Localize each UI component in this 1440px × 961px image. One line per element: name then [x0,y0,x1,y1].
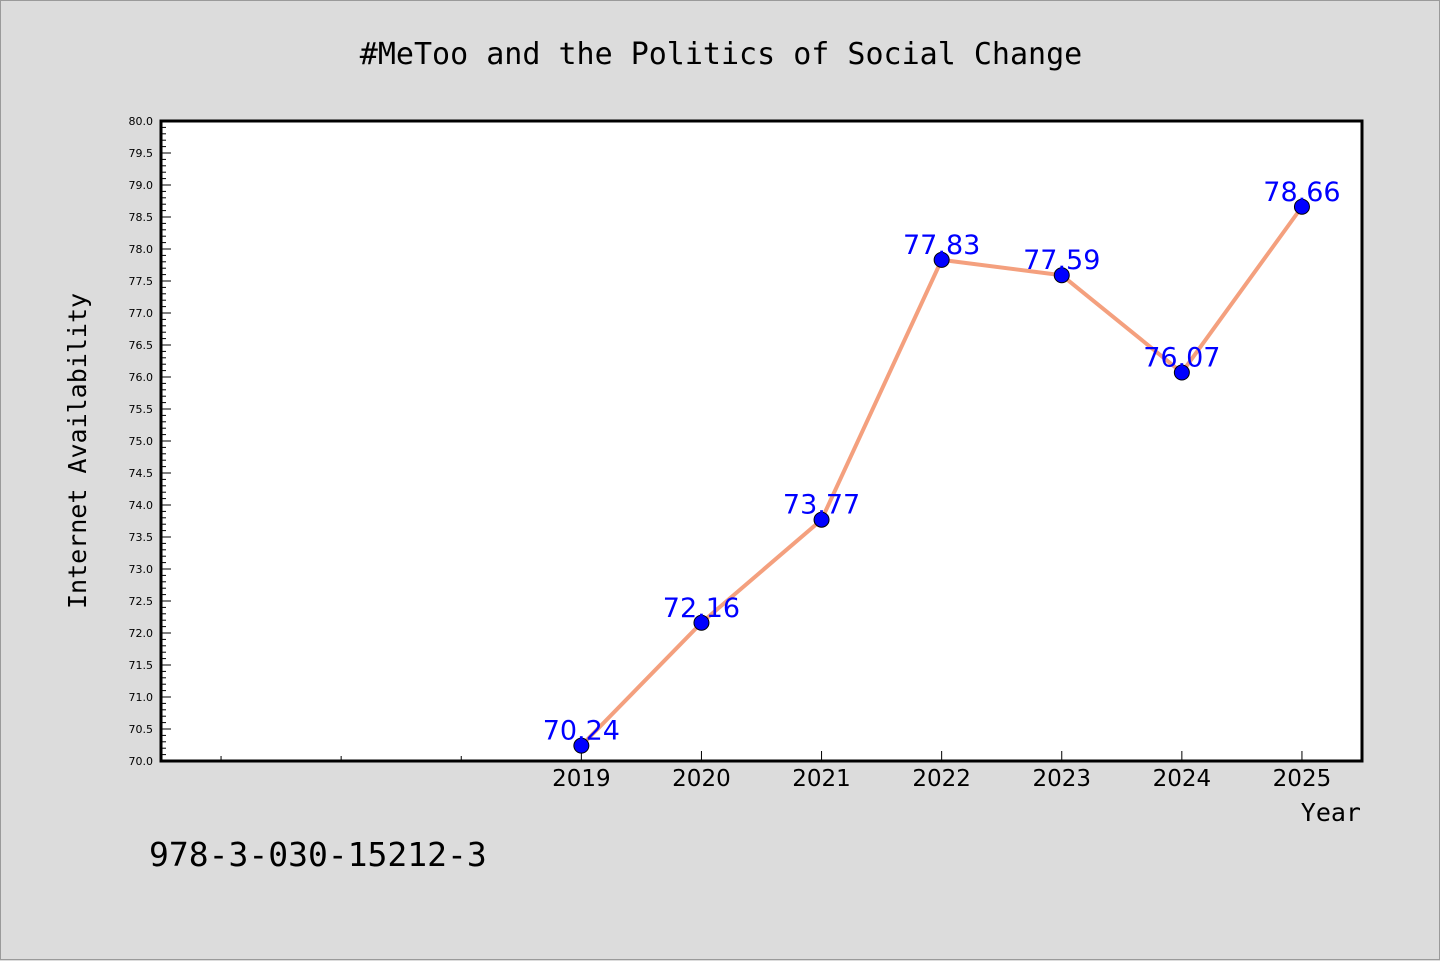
y-tick-label: 70.0 [129,755,154,768]
y-tick-label: 74.0 [129,499,154,512]
y-tick-label: 77.5 [129,275,154,288]
y-tick-label: 76.0 [129,371,154,384]
y-tick-label: 79.0 [129,179,154,192]
x-tick-label: 2023 [1032,766,1091,792]
x-tick-label: 2019 [552,766,611,792]
data-point [573,737,590,754]
data-label: 72.16 [663,593,740,624]
footnote-isbn: 978-3-030-15212-3 [149,835,487,874]
x-tick-label: 2022 [912,766,971,792]
data-label: 77.83 [903,230,980,261]
x-tick-label: 2025 [1273,766,1332,792]
y-axis: 70.0 70.5 71.0 71.5 72.0 72.5 73.0 73.5 74.0 74.5… [129,115,171,768]
data-point [933,251,950,268]
y-tick-label: 78.0 [129,243,154,256]
y-tick-label: 75.0 [129,435,154,448]
y-tick-label: 77.0 [129,307,154,320]
data-point [1293,198,1310,215]
x-tick-label: 2024 [1153,766,1212,792]
y-tick-label: 73.0 [129,563,154,576]
y-axis-label: Internet Availability [63,293,92,609]
chart-title: #MeToo and the Politics of Social Change [360,37,1082,72]
x-tick-label: 2020 [672,766,731,792]
plot-area [159,119,1364,763]
y-tick-label: 73.5 [129,531,154,544]
data-label: 77.59 [1023,245,1100,276]
y-tick-label: 71.0 [129,691,154,704]
y-tick-label: 72.5 [129,595,154,608]
x-axis: 2019 2020 2021 2022 2023 2024 2025 [220,751,1332,792]
y-tick-label: 78.5 [129,211,154,224]
series: 70.24 72.16 73.77 77.83 77.59 76.07 78.66 [543,177,1341,754]
data-point [1053,267,1070,284]
y-tick-label: 72.0 [129,627,154,640]
y-tick-label: 79.5 [129,147,154,160]
x-axis-label: Year [1301,798,1361,827]
data-point [1173,364,1190,381]
data-point [693,614,710,631]
data-label: 78.66 [1263,177,1340,208]
data-label: 73.77 [783,490,860,521]
y-tick-label: 75.5 [129,403,154,416]
y-tick-label: 71.5 [129,659,154,672]
data-point [813,511,830,528]
y-tick-label: 80.0 [129,115,154,128]
y-tick-label: 74.5 [129,467,154,480]
data-label: 70.24 [543,716,620,747]
x-tick-label: 2021 [792,766,851,792]
y-tick-label: 70.5 [129,723,154,736]
y-tick-label: 76.5 [129,339,154,352]
data-label: 76.07 [1143,343,1220,374]
